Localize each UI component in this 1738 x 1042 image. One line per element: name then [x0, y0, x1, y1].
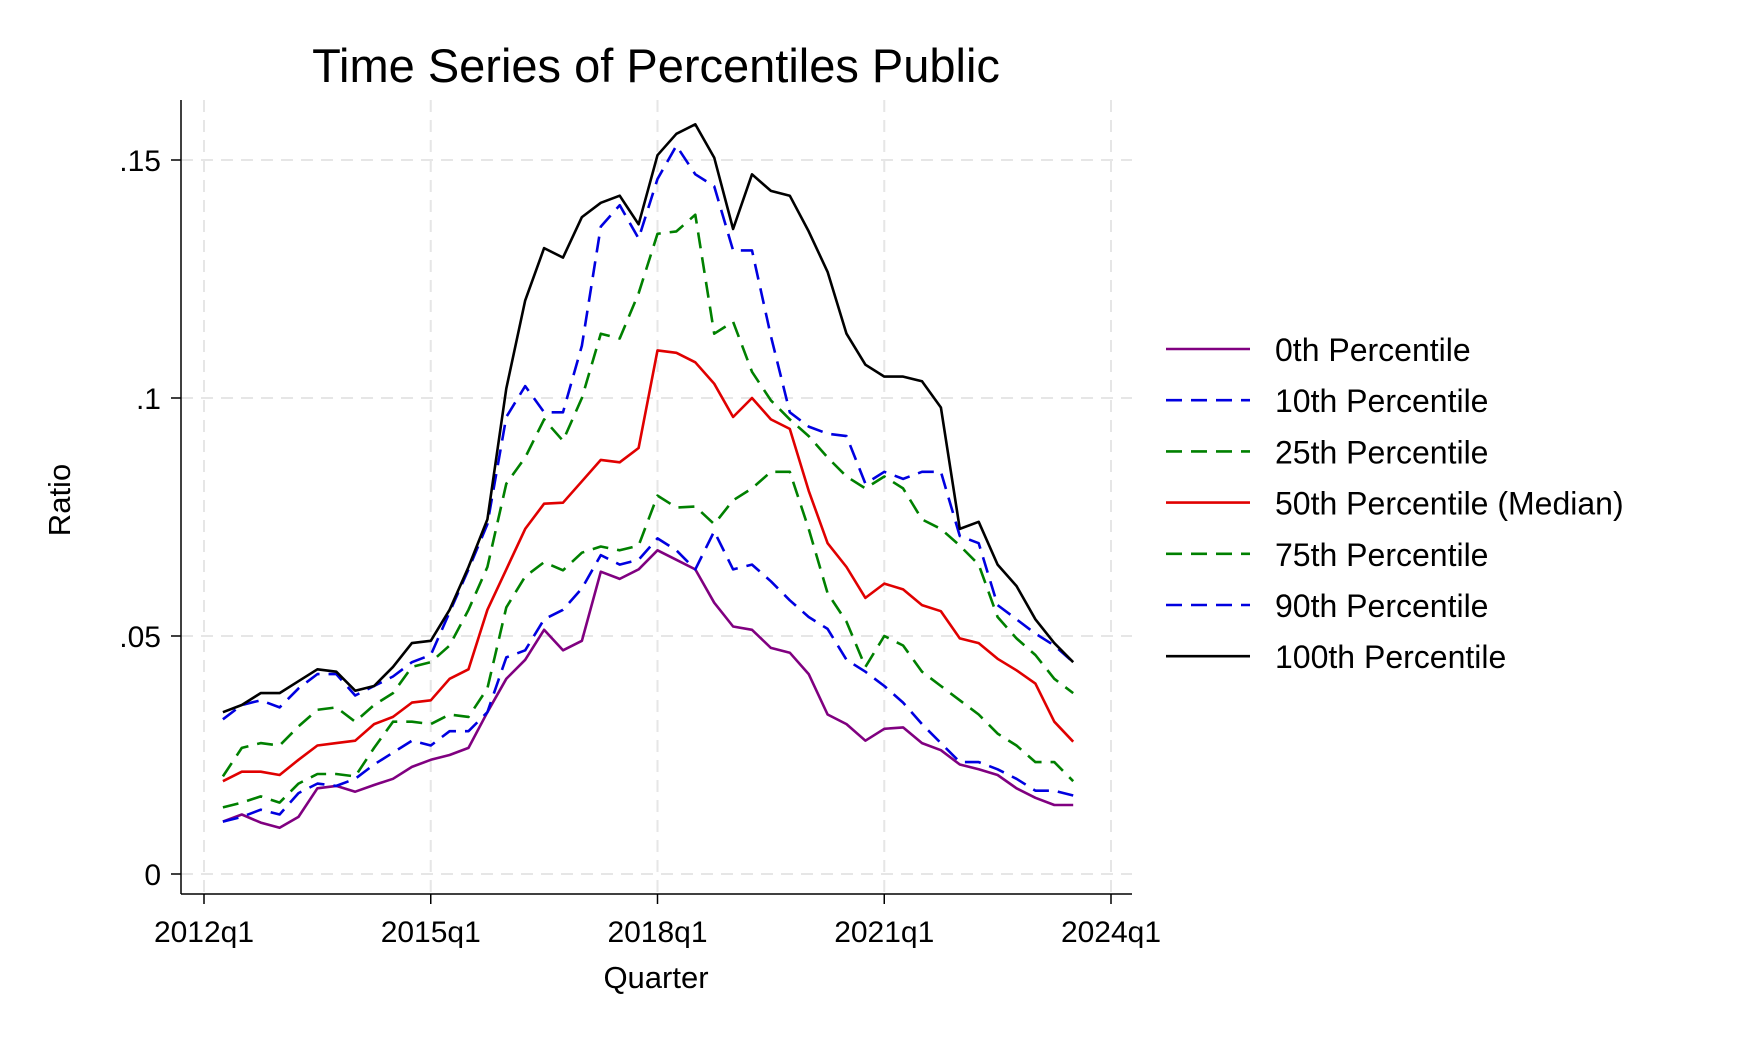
legend-label: 75th Percentile	[1275, 537, 1488, 573]
x-tick-label: 2015q1	[381, 916, 481, 949]
x-tick-label: 2024q1	[1061, 916, 1161, 949]
y-tick-label: .15	[119, 145, 161, 178]
y-tick-label: .1	[136, 383, 161, 416]
legend-label: 90th Percentile	[1275, 588, 1488, 624]
legend-label: 25th Percentile	[1275, 434, 1488, 470]
y-tick-label: .05	[119, 621, 161, 654]
series-line	[222, 349, 1075, 783]
x-tick-label: 2021q1	[834, 916, 934, 949]
legend-label: 10th Percentile	[1275, 383, 1488, 419]
series-line	[222, 123, 1075, 714]
x-ticks: 2012q1 2015q1 2018q1 2021q1 2024q1	[154, 894, 1161, 949]
y-tick-label: 0	[144, 859, 161, 892]
series-line	[222, 529, 1074, 823]
series-line	[222, 144, 1075, 721]
legend-label: 50th Percentile (Median)	[1275, 486, 1624, 522]
legend: 0th Percentile 10th Percentile 25th Percen…	[1166, 332, 1624, 675]
series-line	[222, 548, 1074, 830]
series-line	[222, 470, 1075, 809]
grid-lines	[181, 100, 1132, 894]
y-axis-title: Ratio	[42, 464, 77, 536]
series-line	[221, 213, 1074, 778]
x-axis-title: Quarter	[603, 960, 708, 995]
x-tick-label: 2018q1	[607, 916, 707, 949]
series-group	[221, 123, 1075, 830]
axes	[180, 100, 1132, 895]
legend-label: 100th Percentile	[1275, 639, 1506, 675]
chart-title: Time Series of Percentiles Public	[312, 39, 1000, 92]
legend-label: 0th Percentile	[1275, 332, 1471, 368]
y-ticks: 0 .05 .1 .15	[119, 145, 181, 892]
x-tick-label: 2012q1	[154, 916, 254, 949]
